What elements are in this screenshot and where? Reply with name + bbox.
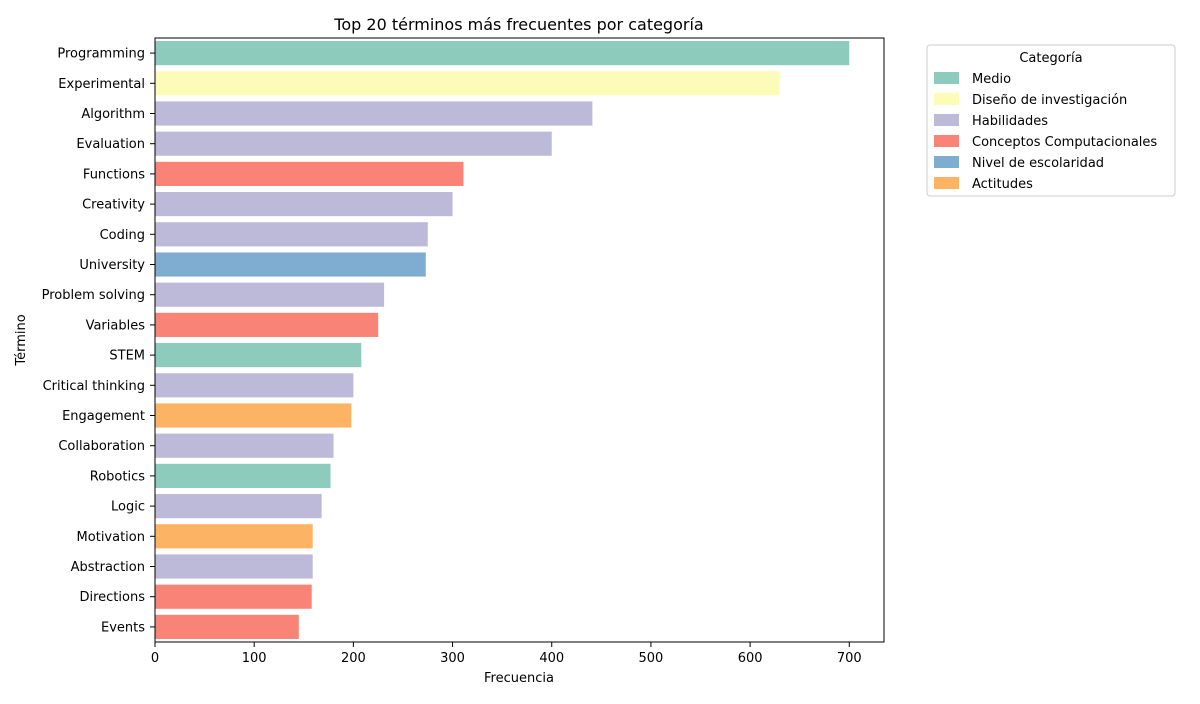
x-tick-label: 400: [539, 651, 564, 666]
y-tick-label: Algorithm: [81, 107, 145, 122]
bar-motivation: [155, 524, 313, 549]
y-tick-label: Directions: [79, 590, 145, 605]
legend-entry-label: Diseño de investigación: [972, 93, 1127, 108]
y-tick-label: Robotics: [90, 469, 145, 484]
y-tick-label: Variables: [86, 318, 146, 333]
x-tick-label: 500: [639, 651, 664, 666]
bar-collaboration: [155, 433, 334, 458]
y-tick-label: Programming: [57, 47, 145, 62]
legend-entry-label: Habilidades: [972, 114, 1048, 129]
bar-stem: [155, 343, 362, 368]
bar-experimental: [155, 71, 780, 96]
x-tick-label: 700: [837, 651, 862, 666]
bar-university: [155, 252, 426, 277]
bar-programming: [155, 41, 850, 66]
bars-group: [155, 41, 850, 639]
y-tick-label: STEM: [109, 349, 145, 364]
legend-swatch: [934, 156, 959, 168]
bar-engagement: [155, 403, 352, 428]
bar-functions: [155, 161, 464, 186]
legend-entry-label: Actitudes: [972, 177, 1033, 192]
y-tick-label: Abstraction: [71, 560, 145, 575]
plot-frame: [154, 37, 885, 643]
y-tick-label: Evaluation: [76, 137, 145, 152]
y-tick-label: Logic: [111, 500, 145, 515]
legend-swatch: [934, 114, 959, 126]
bar-algorithm: [155, 101, 593, 126]
bar-critical-thinking: [155, 373, 354, 398]
x-tick-label: 600: [738, 651, 763, 666]
legend-entry-label: Nivel de escolaridad: [972, 156, 1104, 171]
legend-swatch: [934, 72, 959, 84]
legend-entry-label: Medio: [972, 72, 1011, 87]
y-tick-label: Events: [101, 620, 145, 635]
bar-events: [155, 614, 299, 639]
legend: Categoría Medio Diseño de investigación Ha…: [926, 44, 1176, 197]
bar-evaluation: [155, 131, 552, 156]
legend-swatch: [934, 177, 959, 189]
chart-title: Top 20 términos más frecuentes por categ…: [333, 15, 703, 34]
x-axis-label: Frecuencia: [484, 671, 554, 686]
y-tick-label: Motivation: [77, 530, 145, 545]
x-tick-label: 100: [242, 651, 267, 666]
bar-creativity: [155, 192, 453, 217]
y-tick-label: Collaboration: [58, 439, 145, 454]
legend-title: Categoría: [1019, 51, 1082, 66]
x-tick-label: 0: [151, 651, 159, 666]
y-axis: Programming Experimental Algorithm Evaluati…: [42, 47, 155, 635]
y-axis-label: Término: [14, 314, 29, 366]
x-axis: 0 100 200 300 400 500 600 700: [151, 642, 862, 666]
bar-logic: [155, 494, 322, 519]
y-tick-label: University: [79, 258, 145, 273]
legend-swatch: [934, 135, 959, 147]
y-tick-label: Engagement: [62, 409, 145, 424]
bar-directions: [155, 584, 312, 609]
legend-swatch: [934, 93, 959, 105]
y-tick-label: Critical thinking: [43, 379, 145, 394]
bar-variables: [155, 312, 379, 337]
y-tick-label: Functions: [83, 167, 145, 182]
bar-problem-solving: [155, 282, 385, 307]
bar-coding: [155, 222, 428, 247]
y-tick-label: Creativity: [82, 198, 145, 213]
y-tick-label: Problem solving: [42, 288, 145, 303]
y-tick-label: Coding: [100, 228, 145, 243]
legend-entry-label: Conceptos Computacionales: [972, 135, 1157, 150]
x-tick-label: 300: [440, 651, 465, 666]
legend-frame: [926, 44, 1176, 197]
bar-robotics: [155, 463, 331, 488]
x-tick-label: 200: [341, 651, 366, 666]
bar-abstraction: [155, 554, 313, 579]
y-tick-label: Experimental: [58, 77, 145, 92]
